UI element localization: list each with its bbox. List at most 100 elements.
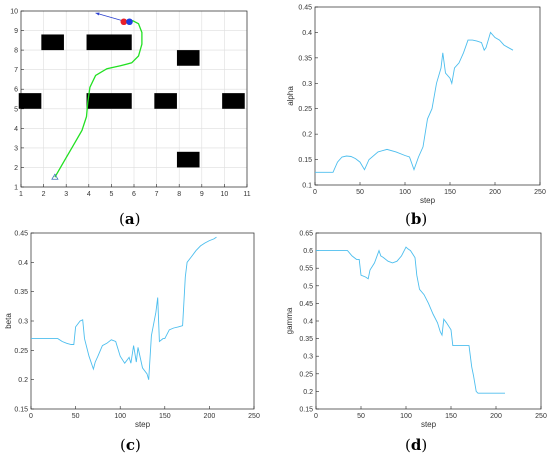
y-tick-label: 0.3	[18, 319, 28, 326]
robot-path	[54, 20, 143, 178]
x-tick-label: 11	[243, 191, 250, 198]
y-tick-label: 0.55	[299, 266, 313, 273]
x-tick-label: 150	[444, 189, 456, 196]
x-tick-label: 250	[535, 413, 547, 420]
y-tick-label: 0.4	[302, 30, 312, 37]
x-tick-label: 50	[72, 413, 80, 420]
y-tick-label: 0.3	[302, 81, 312, 88]
axes-frame	[315, 232, 542, 410]
caption-a: (a)	[119, 210, 141, 228]
x-tick-label: 2	[42, 191, 46, 198]
goal-marker-red	[120, 18, 128, 26]
obstacle	[176, 50, 200, 66]
x-tick-label: 150	[445, 413, 457, 420]
x-axis-label: step	[420, 196, 436, 205]
x-tick-label: 9	[200, 191, 204, 198]
beta-plot: 0 50 100 150 200 250 0.15 0.2 0.25 0.3 0.35 0.4 0.45…	[4, 231, 260, 430]
y-tick-label: 0.45	[14, 231, 28, 238]
x-tick-label: 200	[489, 189, 501, 196]
arrow-head	[95, 12, 100, 16]
caption-d: (d)	[405, 436, 428, 454]
y-tick-label: 0.15	[298, 157, 312, 164]
y-tick-label: 5	[14, 106, 18, 113]
x-tick-label: 100	[399, 189, 411, 196]
axes-frame	[30, 232, 255, 410]
obstacle	[18, 93, 42, 109]
map-panel: 1 2 3 4 5 6 7 8 9 10 11 1 2 3 4 5 6 7 8 9 10 (a)	[0, 0, 275, 229]
alpha-plot: 0 50 100 150 200 250 0.1 0.15 0.2 0.25 0.3 0.35 0.4 0…	[286, 5, 546, 206]
x-tick-label: 200	[204, 413, 216, 420]
x-tick-label: 8	[177, 191, 181, 198]
y-tick-label: 7	[14, 67, 18, 74]
y-tick-label: 0.6	[303, 248, 313, 255]
y-tick-label: 0.4	[303, 319, 313, 326]
x-tick-label: 3	[64, 191, 68, 198]
y-tick-label: 0.2	[18, 377, 28, 384]
x-tick-label: 50	[356, 189, 364, 196]
y-tick-label: 0.1	[302, 183, 312, 190]
beta-panel: 0 50 100 150 200 250 0.15 0.2 0.25 0.3 0.35 0.4 0.45…	[0, 228, 275, 457]
series-line	[31, 236, 217, 380]
obstacle	[222, 93, 245, 109]
y-tick-label: 0.25	[14, 348, 28, 355]
y-tick-label: 9	[14, 28, 18, 35]
y-tick-label: 10	[10, 9, 18, 16]
x-tick-label: 150	[159, 413, 171, 420]
y-tick-label: 0.5	[303, 283, 313, 290]
caption-b: (b)	[405, 210, 428, 228]
y-tick-label: 0.4	[18, 260, 28, 267]
y-tick-label: 0.25	[298, 106, 312, 113]
heading-arrow	[95, 12, 123, 22]
y-tick-label: 0.3	[303, 354, 313, 361]
x-tick-label: 0	[314, 413, 318, 420]
alpha-panel: 0 50 100 150 200 250 0.1 0.15 0.2 0.25 0.3 0.35 0.4 0…	[275, 0, 550, 229]
gamma-panel: 0 50 100 150 200 250 0.15 0.2 0.25 0.3 0.35 0.4 0.45…	[275, 228, 550, 457]
y-tick-label: 1	[14, 185, 18, 192]
caption-c: (c)	[120, 436, 141, 454]
y-axis-label: beta	[4, 313, 13, 329]
gamma-plot: 0 50 100 150 200 250 0.15 0.2 0.25 0.3 0.35 0.4 0.45…	[285, 231, 547, 430]
y-tick-label: 3	[14, 145, 18, 152]
x-tick-label: 6	[132, 191, 136, 198]
y-tick-label: 0.15	[14, 407, 28, 414]
y-tick-label: 0.2	[303, 389, 313, 396]
x-tick-label: 0	[313, 189, 317, 196]
y-tick-label: 0.35	[298, 55, 312, 62]
y-tick-label: 2	[14, 165, 18, 172]
x-tick-label: 1	[19, 191, 23, 198]
y-tick-label: 0.35	[14, 289, 28, 296]
obstacle	[41, 34, 64, 51]
y-tick-label: 0.25	[299, 371, 313, 378]
x-axis-label: step	[135, 420, 151, 429]
goal-marker-blue	[126, 18, 133, 26]
x-tick-label: 5	[109, 191, 113, 198]
y-tick-label: 6	[14, 87, 18, 94]
y-tick-label: 4	[14, 126, 18, 133]
x-tick-label: 200	[490, 413, 502, 420]
y-tick-label: 0.45	[299, 301, 313, 308]
obstacle	[154, 93, 177, 109]
x-tick-label: 100	[114, 413, 126, 420]
series-line	[316, 246, 505, 394]
y-axis-label: gamma	[285, 307, 294, 334]
x-tick-label: 250	[534, 189, 546, 196]
x-tick-label: 50	[357, 413, 365, 420]
series-line	[315, 31, 514, 173]
obstacle	[86, 34, 132, 51]
start-marker	[51, 173, 59, 180]
y-axis-label: alpha	[286, 86, 295, 106]
axes-frame	[314, 6, 541, 186]
x-tick-label: 250	[248, 413, 260, 420]
y-tick-label: 0.2	[302, 132, 312, 139]
y-tick-label: 0.65	[299, 231, 313, 238]
x-tick-label: 10	[221, 191, 229, 198]
obstacle	[176, 151, 200, 168]
y-tick-label: 0.15	[299, 407, 313, 414]
x-axis-label: step	[421, 420, 437, 429]
y-tick-label: 8	[14, 48, 18, 55]
obstacle	[86, 93, 132, 109]
y-tick-label: 0.35	[299, 336, 313, 343]
x-tick-label: 0	[29, 413, 33, 420]
y-tick-label: 0.45	[298, 5, 312, 12]
